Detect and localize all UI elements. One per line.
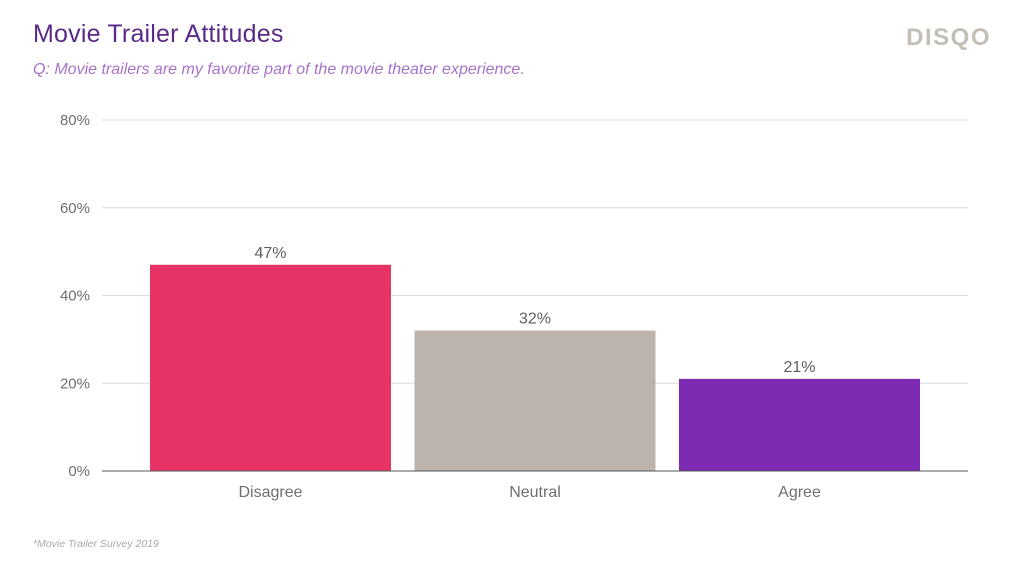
chart-title: Movie Trailer Attitudes [33, 20, 284, 48]
y-tick-label: 40% [60, 288, 90, 305]
y-axis-ticks: 0% 20% 40% 60% 80% [60, 112, 90, 480]
footnote: *Movie Trailer Survey 2019 [33, 538, 159, 550]
brand-logo: DISQO [906, 24, 991, 51]
bar-agree [679, 378, 920, 471]
data-label: 47% [254, 245, 286, 262]
x-tick-label: Disagree [238, 484, 302, 501]
bar-neutral [414, 330, 656, 471]
y-tick-label: 20% [60, 375, 90, 392]
y-tick-label: 80% [60, 112, 90, 129]
data-label: 32% [519, 311, 551, 328]
chart-subtitle: Q: Movie trailers are my favorite part o… [33, 61, 525, 78]
bars [150, 264, 920, 471]
data-labels: 47% 32% 21% [254, 245, 815, 376]
y-tick-label: 60% [60, 200, 90, 217]
x-tick-label: Neutral [509, 484, 561, 501]
y-tick-label: 0% [68, 463, 90, 480]
data-label: 21% [783, 359, 815, 376]
bar-disagree [150, 264, 391, 471]
x-tick-label: Agree [778, 484, 821, 501]
x-axis-ticks: Disagree Neutral Agree [238, 484, 820, 501]
